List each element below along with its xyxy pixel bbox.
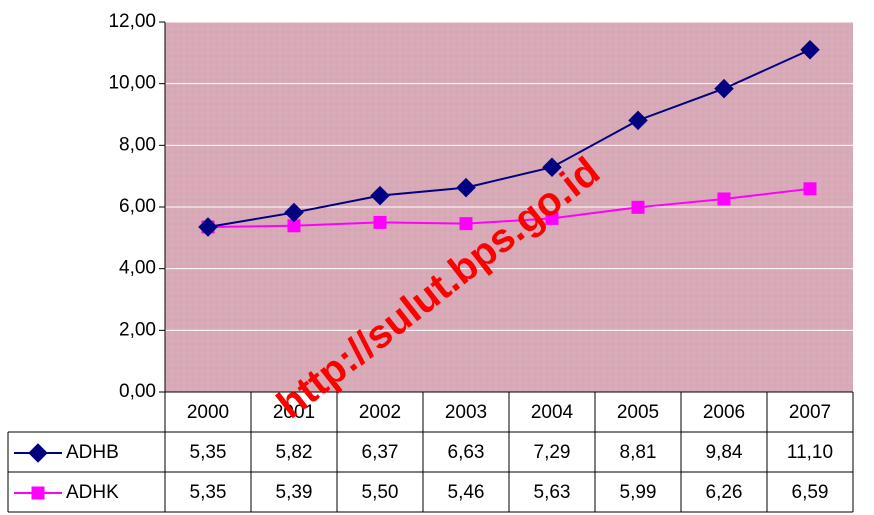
- table-value: 9,84: [706, 442, 743, 463]
- table-value: 5,99: [620, 482, 657, 503]
- table-value: 5,82: [276, 442, 313, 463]
- y-tick-label: 4,00: [119, 258, 156, 279]
- table-value: 5,63: [534, 482, 571, 503]
- point: [370, 185, 390, 206]
- point: [628, 110, 648, 131]
- point: [456, 177, 476, 198]
- point: [803, 182, 817, 196]
- x-tick-label: 2007: [789, 402, 831, 423]
- x-tick-label: 2004: [531, 402, 574, 423]
- point: [198, 217, 218, 237]
- point: [631, 200, 645, 214]
- table-value: 6,59: [792, 482, 829, 503]
- point: [545, 211, 559, 225]
- y-tick-label: 0,00: [119, 381, 156, 402]
- x-tick-label: 2000: [187, 402, 229, 423]
- table-value: 8,81: [620, 442, 657, 463]
- x-tick-label: 2003: [445, 402, 487, 423]
- legend-label: ADHB: [66, 442, 119, 463]
- y-tick-label: 12,00: [108, 11, 156, 32]
- y-tick-label: 2,00: [119, 319, 156, 340]
- point: [717, 192, 731, 206]
- point: [459, 217, 473, 231]
- y-tick-label: 10,00: [108, 73, 156, 94]
- table-value: 5,46: [448, 482, 485, 503]
- table-value: 5,35: [190, 482, 227, 503]
- series-line: [207, 187, 811, 229]
- legend-label: ADHK: [66, 482, 119, 503]
- table-value: 6,63: [448, 442, 485, 463]
- table-value: 5,50: [362, 482, 399, 503]
- point: [542, 157, 562, 177]
- point: [287, 219, 301, 233]
- table-value: 5,35: [190, 442, 227, 463]
- x-tick-label: 2006: [703, 402, 745, 423]
- table-value: 11,10: [787, 442, 833, 463]
- point: [284, 202, 304, 223]
- table-value: 7,29: [534, 442, 571, 463]
- table-value: 6,26: [706, 482, 743, 503]
- x-tick-label: 2002: [359, 402, 401, 423]
- x-tick-label: 2001: [273, 402, 315, 423]
- table-value: 6,37: [362, 442, 399, 463]
- point: [714, 78, 734, 99]
- point: [800, 40, 820, 60]
- legend-marker: [31, 486, 45, 500]
- legend-marker: [28, 443, 48, 463]
- y-tick-label: 8,00: [119, 134, 156, 155]
- y-tick-label: 6,00: [119, 196, 156, 217]
- point: [373, 215, 387, 229]
- series-line: [207, 48, 811, 229]
- table-value: 5,39: [276, 482, 313, 503]
- x-tick-label: 2005: [617, 402, 659, 423]
